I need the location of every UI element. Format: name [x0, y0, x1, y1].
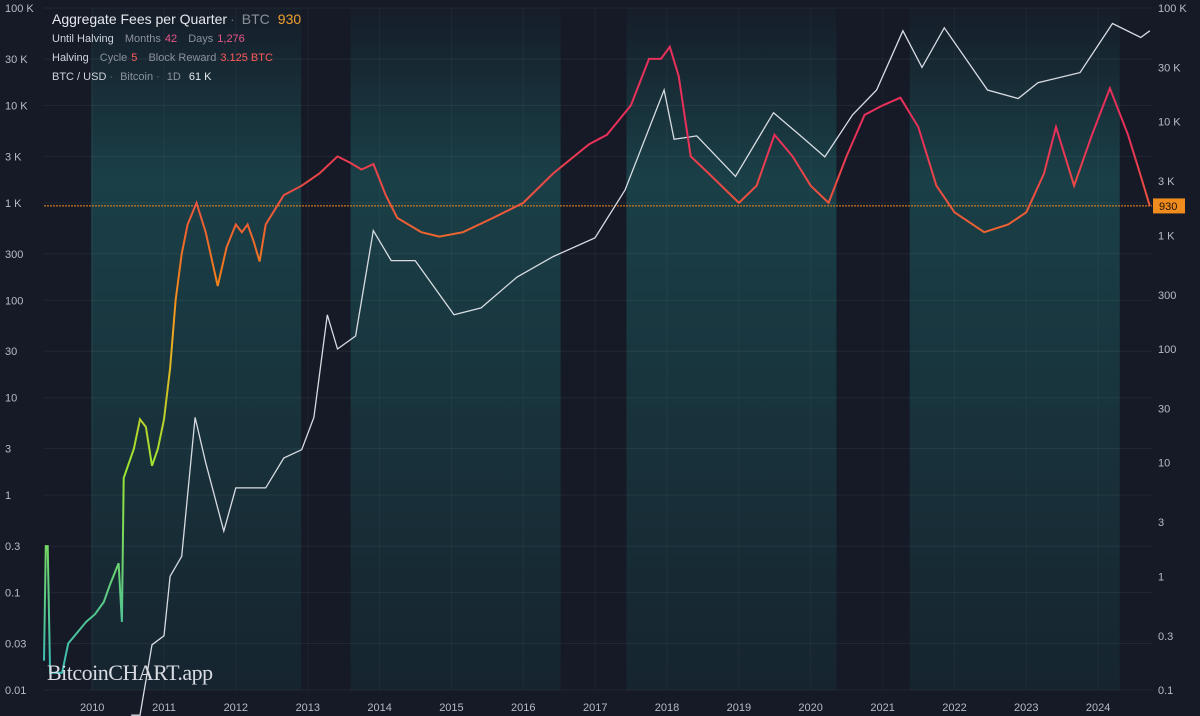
x-tick-label: 2012	[224, 702, 248, 714]
right-tick-label: 3	[1158, 517, 1164, 529]
left-tick-label: 100 K	[5, 3, 34, 15]
legend-title: Aggregate Fees per Quarter	[52, 11, 228, 27]
legend-pair-row: BTC / USD · Bitcoin · 1D 61 K	[52, 71, 212, 83]
x-tick-label: 2016	[511, 702, 535, 714]
legend-days-label: Days	[188, 33, 214, 45]
x-tick-label: 2018	[655, 702, 679, 714]
left-tick-label: 1 K	[5, 198, 22, 210]
right-tick-label: 10 K	[1158, 117, 1181, 129]
halving-band-3	[626, 8, 837, 690]
legend-cycle-row: Halving Cycle 5 Block Reward 3.125 BTC	[52, 49, 301, 68]
legend-title-value: 930	[277, 11, 302, 27]
current-value-label: 930	[1159, 201, 1177, 213]
halving-band-4	[909, 8, 1120, 690]
left-axis: 100 K 30 K 10 K 3 K 1 K 300 100 30 10 3 1 0.3 0.1 0.0…	[5, 3, 34, 697]
x-tick-label: 2013	[296, 702, 320, 714]
current-value-tag: 930	[1153, 198, 1185, 214]
left-tick-label: 0.1	[5, 588, 20, 600]
legend-halving2-label: Halving	[52, 52, 89, 64]
x-tick-label: 2021	[870, 702, 894, 714]
legend-halving-label: Until Halving	[52, 33, 114, 45]
right-tick-label: 300	[1158, 290, 1176, 302]
left-tick-label: 0.01	[5, 685, 26, 697]
left-tick-label: 300	[5, 249, 23, 261]
right-tick-label: 1 K	[1158, 230, 1175, 242]
legend-pair-interval: 1D	[166, 71, 181, 83]
x-tick-label: 2015	[439, 702, 463, 714]
legend-title-row: Aggregate Fees per Quarter · BTC 930	[52, 11, 302, 27]
x-tick-label: 2019	[727, 702, 751, 714]
left-tick-label: 3 K	[5, 151, 22, 163]
legend-pair-value: 61 K	[188, 71, 212, 83]
x-tick-label: 2010	[80, 702, 104, 714]
right-tick-label: 10	[1158, 458, 1170, 470]
right-tick-label: 30 K	[1158, 62, 1181, 74]
legend-reward-value: 3.125 BTC	[220, 52, 273, 64]
x-tick-label: 2014	[367, 702, 391, 714]
legend-months-label: Months	[124, 33, 161, 45]
x-tick-label: 2022	[942, 702, 966, 714]
halving-bands	[91, 8, 1120, 690]
halving-band-1	[91, 8, 302, 690]
right-tick-label: 100 K	[1158, 3, 1187, 15]
left-tick-label: 1	[5, 490, 11, 502]
watermark-logo: BitcoinCHART.app	[47, 660, 213, 685]
fees-line	[43, 44, 1151, 674]
x-axis: 2010 2011 2012 2013 2014 2015 2016 2017 2018 2019…	[80, 702, 1110, 714]
left-tick-label: 3	[5, 444, 11, 456]
legend-cycle-label: Cycle	[99, 52, 128, 64]
x-tick-label: 2011	[152, 702, 176, 714]
left-tick-label: 10 K	[5, 100, 28, 112]
right-tick-label: 1	[1158, 571, 1164, 583]
legend-title-unit: BTC	[241, 11, 270, 27]
left-tick-label: 30 K	[5, 54, 28, 66]
left-tick-label: 100	[5, 295, 23, 307]
left-tick-label: 0.03	[5, 639, 26, 651]
right-tick-label: 3 K	[1158, 176, 1175, 188]
halving-band-2	[350, 8, 561, 690]
left-tick-label: 0.3	[5, 541, 20, 553]
legend-days-value: 1,276	[217, 33, 245, 45]
legend-reward-label: Block Reward	[148, 52, 217, 64]
x-tick-label: 2024	[1086, 702, 1110, 714]
right-tick-label: 0.1	[1158, 685, 1173, 697]
legend-pair-label: BTC / USD	[52, 71, 107, 83]
right-tick-label: 0.3	[1158, 631, 1173, 643]
legend-months-value: 42	[164, 33, 178, 45]
x-tick-label: 2017	[583, 702, 607, 714]
legend-pair-source: Bitcoin	[120, 71, 154, 83]
left-tick-label: 10	[5, 393, 17, 405]
left-tick-label: 30	[5, 346, 17, 358]
x-tick-label: 2020	[798, 702, 822, 714]
right-tick-label: 100	[1158, 344, 1176, 356]
legend-cycle-value: 5	[131, 52, 138, 64]
legend-halving-row: Until Halving Months 42 Days 1,276	[52, 30, 301, 49]
btc-price-line	[131, 22, 1151, 716]
x-tick-label: 2023	[1014, 702, 1038, 714]
right-axis: 100 K 30 K 10 K 3 K 1 K 300 100 30 10 3 1 0.3 0.1	[1158, 3, 1187, 697]
legend: Aggregate Fees per Quarter · BTC 930 Until …	[52, 8, 301, 87]
grid-lines	[44, 7, 1152, 691]
right-tick-label: 30	[1158, 403, 1170, 415]
